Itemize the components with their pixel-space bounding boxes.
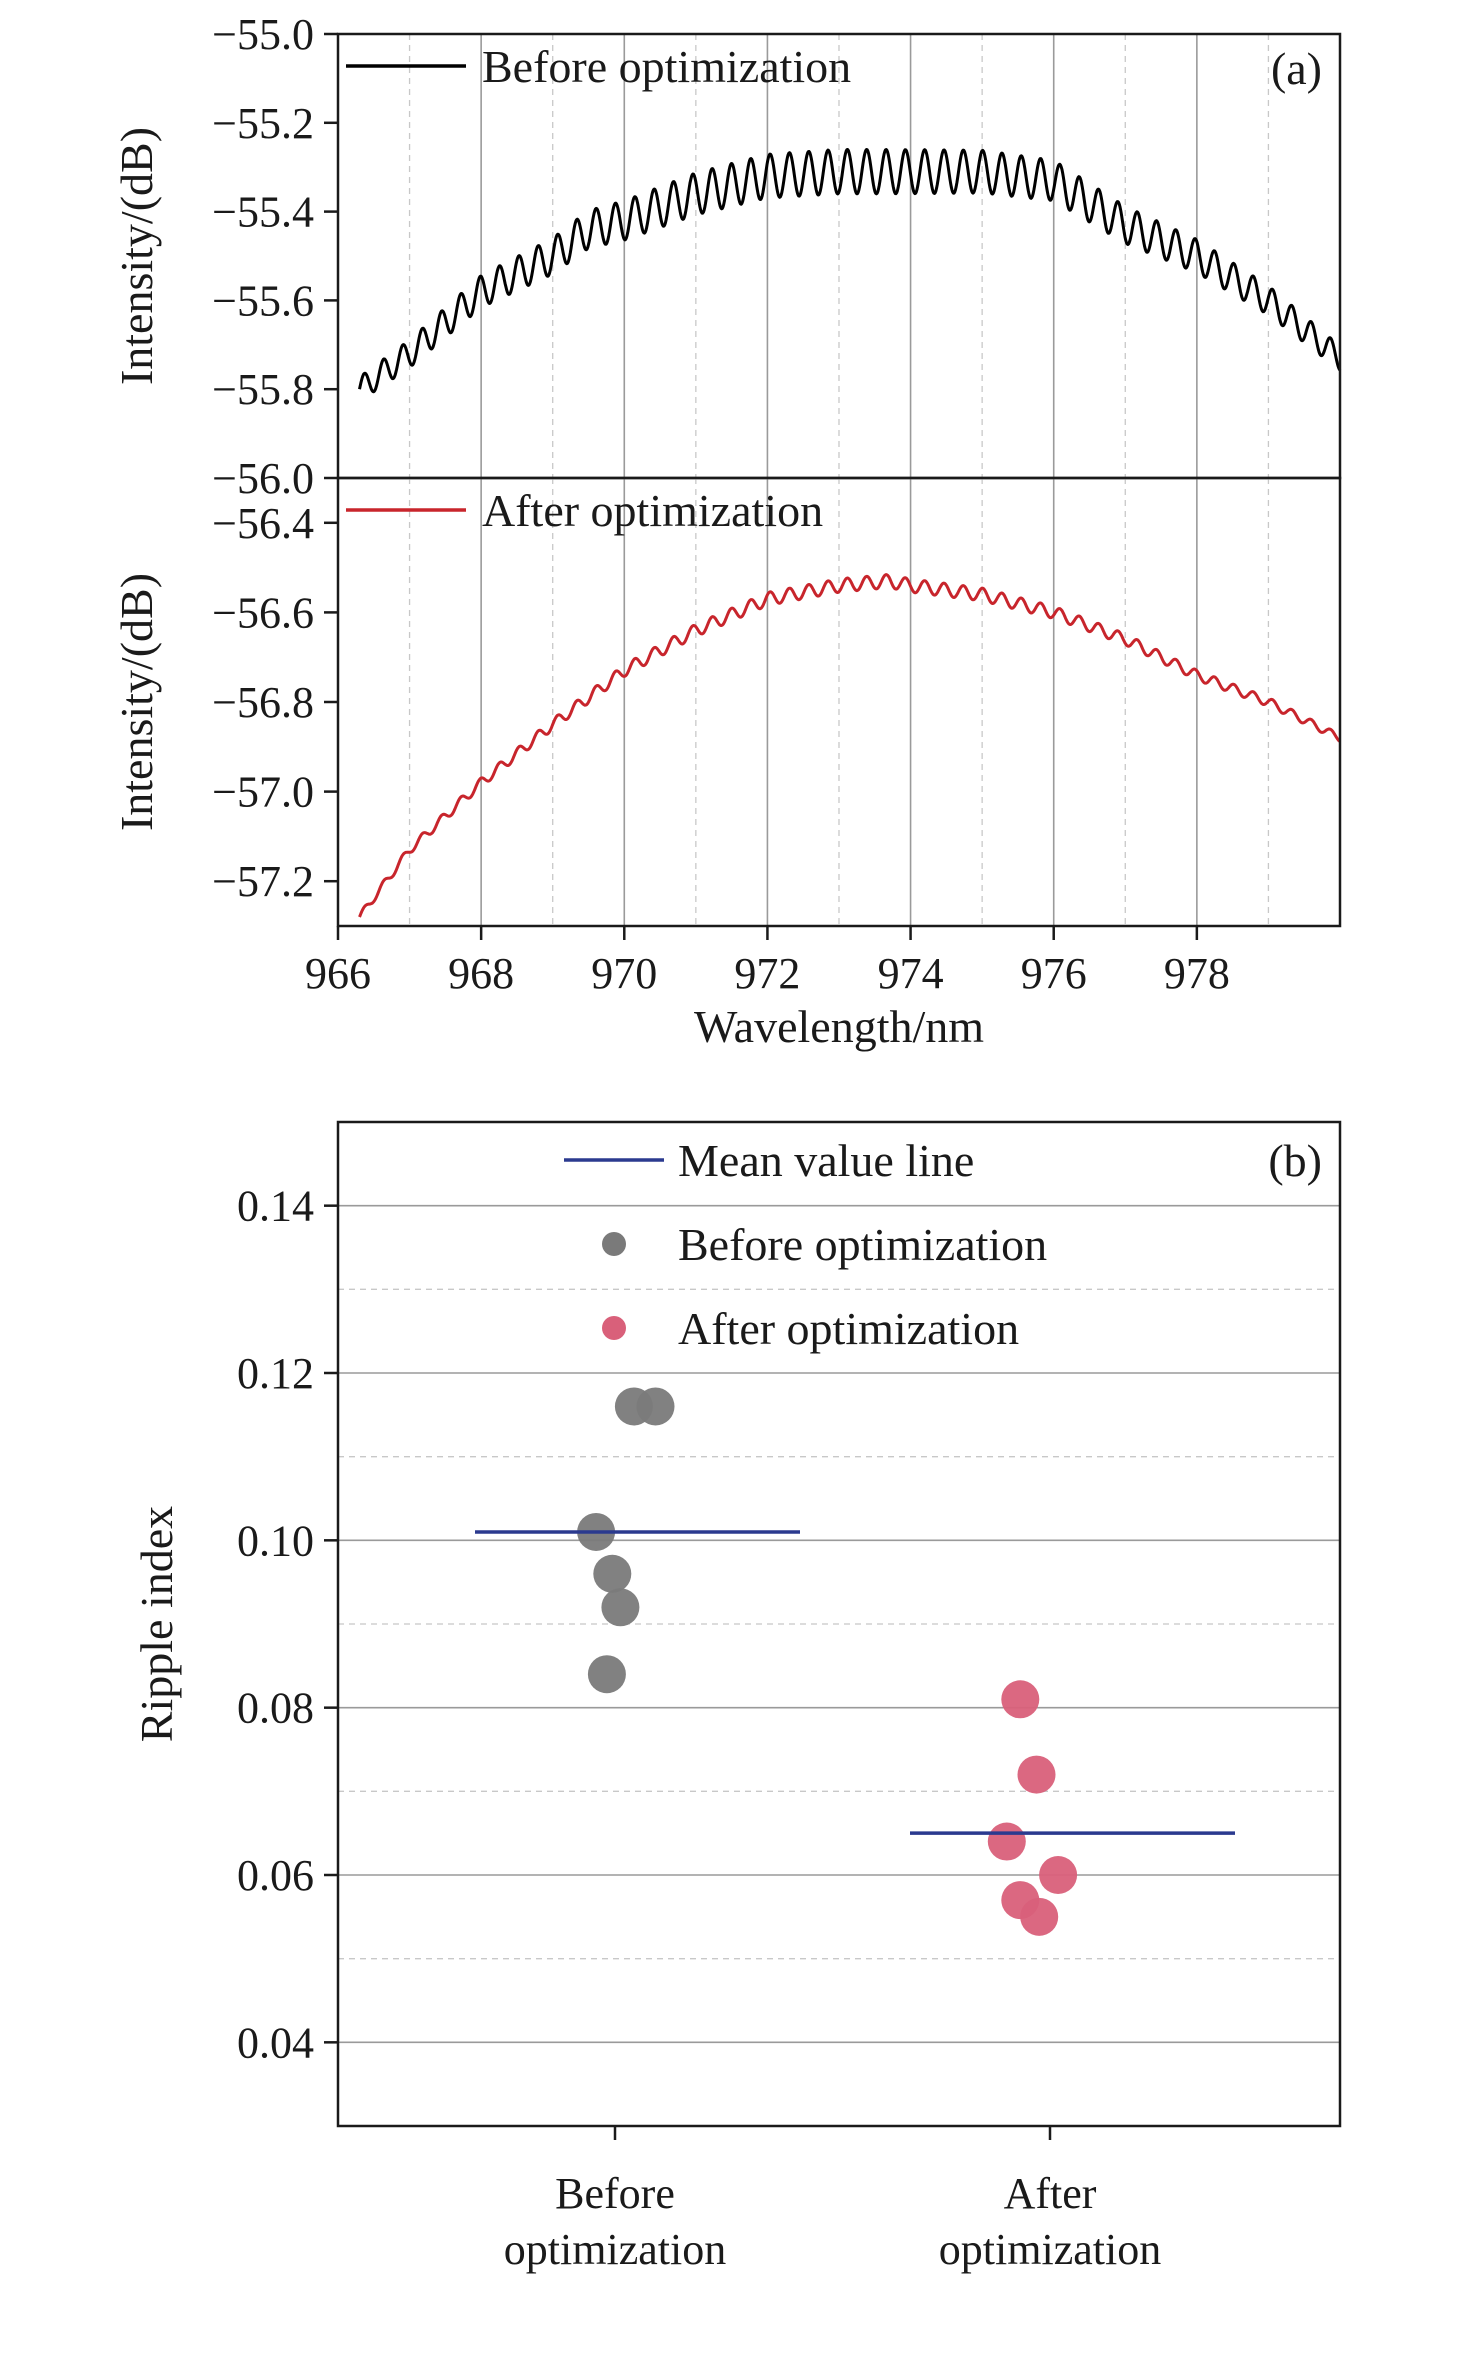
y-tick-label: 0.10 [237, 1516, 314, 1565]
legend: Mean value line Before optimization After … [564, 1135, 1047, 1354]
y-tick-label: −55.4 [212, 188, 314, 237]
y-tick-label: −57.0 [212, 768, 314, 817]
x-tick-label: 972 [734, 949, 800, 998]
y-tick-label: −56.0 [212, 454, 314, 503]
series-before [475, 1387, 800, 1694]
legend-label: Before optimization [678, 1219, 1047, 1270]
panel-b-label: (b) [1268, 1135, 1322, 1186]
y-tick-label: 0.06 [237, 1851, 314, 1900]
y-tick-label: −57.2 [212, 857, 314, 906]
x-tick-label: 966 [305, 949, 371, 998]
data-point [587, 1655, 626, 1694]
x-tick-label: 968 [448, 949, 514, 998]
legend-label: Mean value line [678, 1135, 974, 1186]
panel-a-label: (a) [1271, 43, 1322, 94]
plot-frame [336, 476, 1342, 928]
y-tick-label: 0.12 [237, 1349, 314, 1398]
series-after [910, 1680, 1235, 1936]
y-tick-label: 0.08 [237, 1684, 314, 1733]
data-point [1020, 1897, 1059, 1936]
x-category-label: After optimization [939, 2169, 1161, 2274]
x-tick-label: 970 [591, 949, 657, 998]
legend-label: Before optimization [482, 41, 851, 92]
y-tick-label: −55.2 [212, 99, 314, 148]
y-tick-label: −55.8 [212, 365, 314, 414]
y-tick-label: −55.0 [212, 10, 314, 59]
subplot-top: −55.0 −55.2 −55.4 −55.6 −55.8 −56.0 Intensity/… [111, 10, 1342, 503]
data-point [987, 1822, 1026, 1861]
legend-swatch-dot [602, 1316, 626, 1340]
x-tick-label: 978 [1164, 949, 1230, 998]
data-point [1017, 1755, 1056, 1794]
x-category-label-line: After [1004, 2169, 1097, 2218]
legend-label: After optimization [678, 1303, 1019, 1354]
y-tick-label: 0.04 [237, 2018, 314, 2067]
data-point [636, 1387, 675, 1426]
x-category-label: Before optimization [504, 2169, 726, 2274]
y-tick-label: −56.4 [212, 499, 314, 548]
panel-b: (b) 0.04 0.06 0.08 0.10 0.12 0.14 Ripple index… [131, 1120, 1342, 2274]
data-point [593, 1554, 632, 1593]
y-tick-label: −55.6 [212, 276, 314, 325]
x-tick-label: 976 [1021, 949, 1087, 998]
x-axis-title: Wavelength/nm [694, 1001, 984, 1052]
legend-label: After optimization [482, 485, 823, 536]
y-axis-title: Ripple index [131, 1506, 182, 1742]
x-tick-label: 974 [878, 949, 944, 998]
subplot-bottom: −56.4 −56.6 −56.8 −57.0 −57.2 Intensity/(dB) A… [111, 476, 1342, 928]
plot-frame [336, 1120, 1342, 2128]
series-line [358, 573, 1341, 918]
x-category-label-line: optimization [939, 2225, 1161, 2274]
y-axis-title: Intensity/(dB) [111, 127, 162, 385]
y-axis-title: Intensity/(dB) [111, 573, 162, 831]
series-line [358, 148, 1342, 394]
panel-a: (a) −55.0 −55.2 −55.4 −55.6 −55.8 −56.0 Intens… [111, 10, 1342, 1052]
x-category-label-line: Before [555, 2169, 675, 2218]
data-point [1039, 1856, 1078, 1894]
y-tick-label: −56.6 [212, 588, 314, 637]
data-point [601, 1588, 640, 1627]
legend-swatch-dot [602, 1232, 626, 1256]
data-point [1001, 1680, 1040, 1719]
y-tick-label: 0.14 [237, 1182, 314, 1231]
x-category-label-line: optimization [504, 2225, 726, 2274]
y-tick-label: −56.8 [212, 678, 314, 727]
